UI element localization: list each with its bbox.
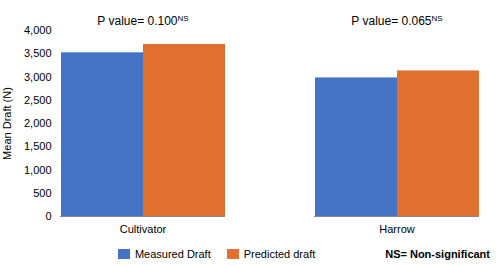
svg-text:1,500: 1,500 — [24, 140, 52, 152]
svg-text:3,000: 3,000 — [24, 71, 52, 83]
svg-text:3,500: 3,500 — [24, 47, 52, 59]
html-text:NS= Non-significant: NS= Non-significant — [385, 248, 490, 260]
svg-text:Mean Draft (N): Mean Draft (N) — [1, 87, 13, 160]
html-text:Predicted draft: Predicted draft — [243, 248, 316, 260]
svg-text:Cultivator: Cultivator — [120, 223, 167, 235]
html-text:Measured Draft: Measured Draft — [134, 248, 211, 260]
svg-text:500: 500 — [33, 187, 51, 199]
svg-text:2,000: 2,000 — [24, 117, 52, 129]
svg-text:P value= 0.100NS: P value= 0.100NS — [97, 13, 188, 28]
svg-text:4,000: 4,000 — [24, 24, 52, 36]
svg-text:2,500: 2,500 — [24, 94, 52, 106]
svg-text:P value= 0.065NS: P value= 0.065NS — [351, 13, 442, 28]
svg-text:Harrow: Harrow — [379, 223, 415, 235]
svg-text:1,000: 1,000 — [24, 164, 52, 176]
svg-text:0: 0 — [45, 210, 51, 222]
